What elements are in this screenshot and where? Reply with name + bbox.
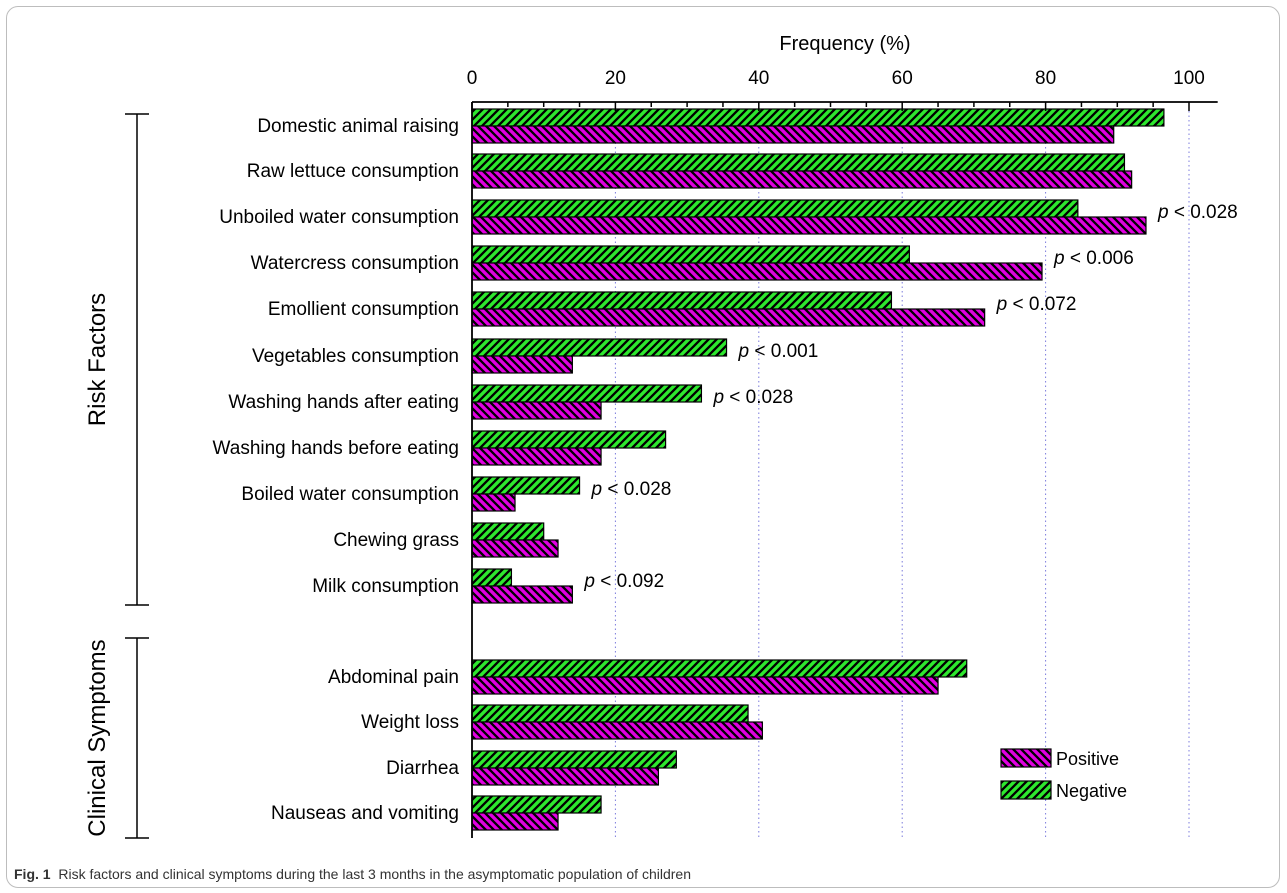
category-label: Nauseas and vomiting — [271, 803, 459, 824]
category-label: Raw lettuce consumption — [247, 161, 459, 182]
p-value-label: p < 0.028 — [1157, 202, 1238, 223]
bar-positive — [471, 539, 559, 558]
p-value-label: p < 0.092 — [583, 571, 664, 592]
bar-negative — [471, 384, 703, 403]
category-label: Milk consumption — [312, 576, 459, 597]
bar-positive — [471, 721, 763, 740]
bar-negative — [471, 659, 968, 678]
bar-negative — [471, 795, 602, 814]
legend-label: Positive — [1056, 749, 1119, 769]
caption-text: Risk factors and clinical symptoms durin… — [58, 866, 691, 882]
group-label: Clinical Symptoms — [84, 639, 111, 836]
caption-label: Fig. 1 — [14, 866, 51, 882]
bar-positive — [471, 447, 602, 466]
p-value-label: p < 0.006 — [1053, 248, 1134, 269]
category-label: Washing hands before eating — [213, 438, 459, 459]
bar-positive — [471, 676, 939, 695]
bar-negative — [471, 153, 1126, 172]
bar-negative — [471, 476, 581, 495]
category-label: Emollient consumption — [268, 299, 459, 320]
x-tick-label: 40 — [748, 68, 769, 89]
bar-chart: Frequency (%) 0 20 40 60 80 100 Domestic anima… — [84, 33, 1238, 839]
group-label: Risk Factors — [84, 293, 111, 426]
bar-positive — [471, 308, 986, 327]
x-tick-label: 60 — [892, 68, 913, 89]
bar-positive — [471, 125, 1115, 144]
x-tick-label: 100 — [1173, 68, 1205, 89]
category-label: Washing hands after eating — [228, 392, 459, 413]
bar-positive — [471, 493, 516, 512]
bar-negative — [471, 750, 677, 769]
bar-positive — [471, 767, 660, 786]
bar-negative — [471, 338, 728, 357]
bar-negative — [471, 522, 545, 541]
category-label: Domestic animal raising — [257, 116, 459, 137]
legend-swatch — [1000, 780, 1052, 800]
bar-positive — [471, 262, 1043, 281]
bar-negative — [471, 199, 1079, 218]
x-tick-label: 80 — [1035, 68, 1056, 89]
category-label: Unboiled water consumption — [219, 207, 459, 228]
bar-negative — [471, 245, 910, 264]
category-label: Watercress consumption — [251, 253, 459, 274]
bar-positive — [471, 812, 559, 831]
x-axis-title: Frequency (%) — [779, 33, 910, 55]
p-value-label: p < 0.001 — [738, 341, 819, 362]
category-label: Vegetables consumption — [252, 346, 459, 367]
p-value-label: p < 0.028 — [591, 479, 672, 500]
bar-negative — [471, 108, 1165, 127]
category-label: Weight loss — [361, 712, 459, 733]
bar-negative — [471, 430, 667, 449]
x-tick-label: 20 — [605, 68, 626, 89]
p-value-label: p < 0.028 — [712, 387, 793, 408]
bar-negative — [471, 704, 749, 723]
p-value-label: p < 0.072 — [996, 294, 1077, 315]
figure-frame — [6, 6, 1280, 888]
legend: Positive Negative — [1000, 748, 1127, 801]
bar-positive — [471, 585, 573, 604]
bar-positive — [471, 216, 1147, 235]
bar-positive — [471, 355, 573, 374]
bar-negative — [471, 568, 513, 587]
legend-swatch — [1000, 748, 1052, 768]
category-label: Boiled water consumption — [241, 484, 459, 505]
legend-label: Negative — [1056, 781, 1127, 801]
category-label: Abdominal pain — [328, 667, 459, 688]
bar-positive — [471, 170, 1133, 189]
figure-caption: Fig. 1 Risk factors and clinical symptom… — [14, 866, 691, 882]
bar-negative — [471, 291, 893, 310]
category-label: Diarrhea — [386, 758, 459, 779]
category-label: Chewing grass — [333, 530, 459, 551]
bar-positive — [471, 401, 602, 420]
x-tick-label: 0 — [467, 68, 478, 89]
